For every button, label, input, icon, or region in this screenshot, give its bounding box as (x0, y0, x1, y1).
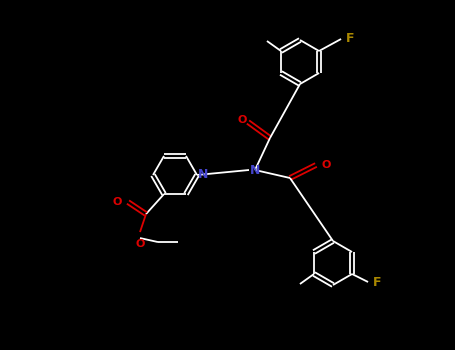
Text: F: F (373, 275, 382, 288)
Text: O: O (135, 239, 145, 249)
Text: F: F (346, 33, 354, 46)
Text: N: N (198, 168, 208, 182)
Text: O: O (113, 197, 122, 207)
Text: O: O (322, 160, 331, 170)
Text: O: O (238, 115, 247, 125)
Text: N: N (250, 163, 260, 176)
